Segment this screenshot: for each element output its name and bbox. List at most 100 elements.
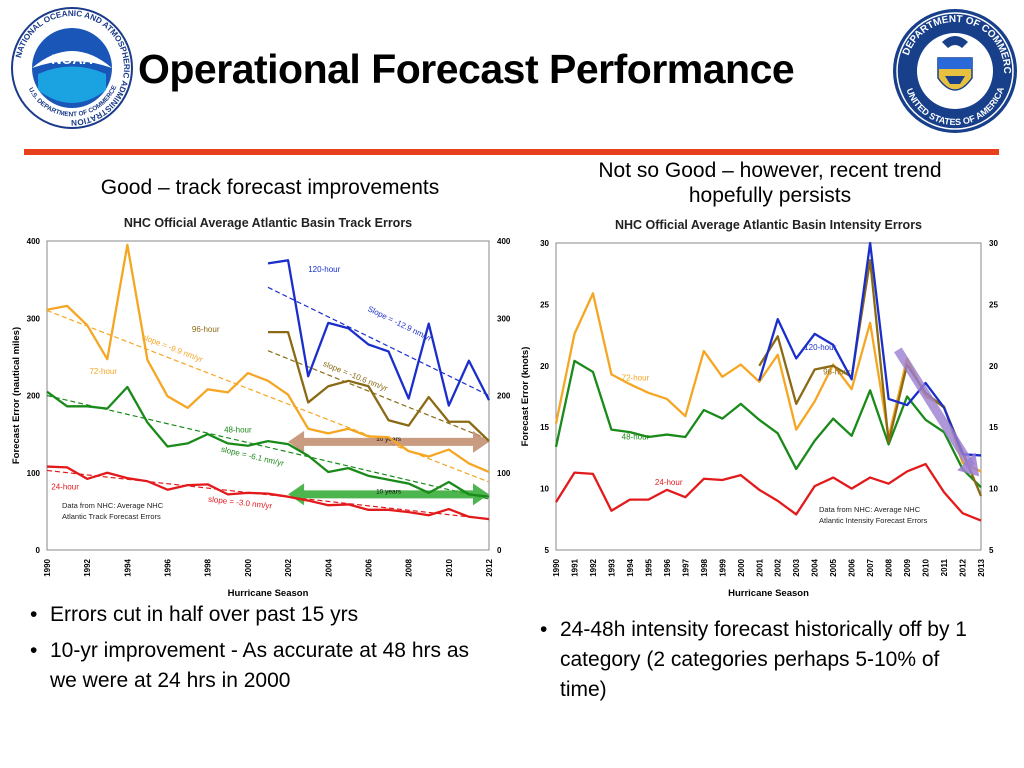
x-tick-label: 2011 [940, 558, 949, 576]
x-axis-label: Hurricane Season [728, 588, 809, 599]
series-label-24-hour: 24-hour [51, 483, 79, 492]
y-tick-label-left: 30 [540, 239, 549, 248]
series-label-24-hour: 24-hour [655, 478, 683, 487]
x-tick-label: 1990 [43, 558, 52, 576]
x-tick-label: 1998 [700, 558, 709, 576]
bullet-item: • 24-48h intensity forecast historically … [540, 618, 967, 701]
series-line-48-hour [46, 385, 490, 498]
x-tick-label: 2009 [903, 558, 912, 576]
x-tick-label: 2013 [977, 558, 986, 576]
x-tick-label: 1994 [123, 558, 132, 576]
y-tick-label-right: 400 [497, 237, 511, 246]
series-line-96-hour [268, 331, 490, 442]
y-tick-label-left: 100 [27, 469, 41, 478]
x-tick-label: 2000 [244, 558, 253, 576]
x-tick-label: 1992 [589, 558, 598, 576]
x-tick-label: 2008 [405, 558, 414, 576]
x-tick-label: 2001 [755, 558, 764, 576]
x-tick-label: 1993 [607, 558, 616, 576]
y-tick-label-left: 5 [545, 546, 550, 555]
series-label-48-hour: 48-hour [224, 426, 252, 435]
y-tick-label-left: 200 [27, 392, 41, 401]
y-axis-label: Forecast Error (nautical miles) [11, 327, 22, 464]
y-tick-label-right: 15 [989, 423, 998, 432]
y-tick-label-left: 10 [540, 485, 549, 494]
bullet-text: Errors cut in half over past 15 yrs [50, 603, 359, 626]
right-heading: Not so Good – however, recent trend hope… [598, 159, 942, 207]
y-tick-label-right: 300 [497, 314, 511, 323]
bullet-text: 10-yr improvement - As accurate at 48 hr… [50, 639, 470, 692]
trend-label-slope-3-0-nm-yr: slope = -3.0 nm/yr [208, 495, 273, 511]
x-tick-label: 2012 [959, 558, 968, 576]
plot-frame [555, 242, 982, 551]
x-tick-label: 2002 [284, 558, 293, 576]
left-heading: Good – track forecast improvements [100, 176, 440, 199]
x-tick-label: 2006 [364, 558, 373, 576]
x-tick-label: 2003 [792, 558, 801, 576]
x-tick-label: 1997 [681, 558, 690, 576]
x-tick-label: 2004 [811, 558, 820, 576]
series-line-72-hour [46, 243, 490, 474]
series-line-120-hour [758, 241, 982, 457]
commerce-logo: DEPARTMENT OF COMMERCE UNITED STATES OF … [890, 6, 1017, 133]
trend-arrow-shaft [894, 347, 975, 469]
x-tick-label: 1999 [718, 558, 727, 576]
series-label-96-hour: 96-hour [823, 367, 851, 376]
source-note-line: Atlantic Track Forecast Errors [62, 512, 161, 521]
x-tick-label: 1995 [644, 558, 653, 576]
bullet-item: • Errors cut in half over past 15 yrs [30, 603, 359, 626]
series-label-72-hour: 72-hour [622, 374, 650, 383]
trend-label-slope-9-9-nm-yr: slope = -9.9 nm/yr [141, 333, 204, 365]
x-tick-label: 2010 [922, 558, 931, 576]
bullet-text: 24-48h intensity forecast historically o… [560, 618, 967, 701]
trend-arrow-head [957, 452, 980, 477]
x-tick-label: 1992 [83, 558, 92, 576]
y-tick-label-left: 300 [27, 314, 41, 323]
y-tick-label-left: 400 [27, 237, 41, 246]
trend-line-slope-3-0-nm-yr [46, 469, 490, 520]
x-tick-label: 1990 [552, 558, 561, 576]
y-tick-label-right: 30 [989, 239, 998, 248]
x-tick-label: 2006 [848, 558, 857, 576]
trend-line-slope-10-6-nm-yr [267, 350, 490, 441]
x-tick-label: 1996 [164, 558, 173, 576]
trend-line-slope-12-9-nm-yr [267, 286, 490, 397]
trend-line-slope-6-1-nm-yr [46, 394, 490, 500]
x-tick-label: 1994 [626, 558, 635, 576]
left-bullet-list: • Errors cut in half over past 15 yrs • 10… [30, 600, 500, 702]
series-line-24-hour [46, 465, 490, 521]
y-axis-label: Forecast Error (knots) [520, 347, 531, 447]
source-note-line: Data from NHC: Average NHC [819, 505, 921, 514]
ten-year-arrow [288, 483, 489, 506]
x-tick-label: 2004 [324, 558, 333, 576]
arrow-label: 10 years [376, 436, 402, 443]
y-tick-label-right: 0 [497, 546, 502, 555]
x-axis-label: Hurricane Season [228, 588, 309, 599]
ten-year-arrow [288, 430, 489, 453]
right-bullet-list: • 24-48h intensity forecast historically … [540, 615, 980, 711]
series-label-120-hour: 120-hour [804, 343, 836, 352]
slide-title: Operational Forecast Performance [138, 46, 795, 92]
source-note-line: Atlantic Intensity Forecast Errors [819, 516, 928, 525]
x-tick-label: 2008 [885, 558, 894, 576]
y-tick-label-right: 200 [497, 392, 511, 401]
series-label-120-hour: 120-hour [308, 265, 340, 274]
x-tick-label: 1998 [204, 558, 213, 576]
arrow-label: 10 years [376, 488, 402, 495]
series-line-24-hour [555, 462, 982, 522]
x-tick-label: 2002 [774, 558, 783, 576]
track-error-chart: NHC Official Average Atlantic Basin Trac… [11, 216, 511, 599]
noaa-wordmark: NOAA [51, 51, 92, 67]
x-tick-label: 1991 [570, 558, 579, 576]
x-tick-label: 2007 [866, 558, 875, 576]
trend-label-slope-12-9-nm-yr: Slope = -12.9 nm/yr [366, 304, 433, 343]
y-tick-label-left: 0 [36, 546, 41, 555]
source-note-line: Data from NHC: Average NHC [62, 501, 164, 510]
x-tick-label: 2005 [829, 558, 838, 576]
y-tick-label-left: 20 [540, 362, 549, 371]
bullet-item: • 10-yr improvement - As accurate at 48 h… [30, 639, 470, 692]
y-tick-label-right: 10 [989, 485, 998, 494]
x-tick-label: 2010 [445, 558, 454, 576]
trend-label-slope-6-1-nm-yr: slope = -6.1 nm/yr [220, 445, 285, 468]
chart-title: NHC Official Average Atlantic Basin Inte… [615, 218, 922, 232]
